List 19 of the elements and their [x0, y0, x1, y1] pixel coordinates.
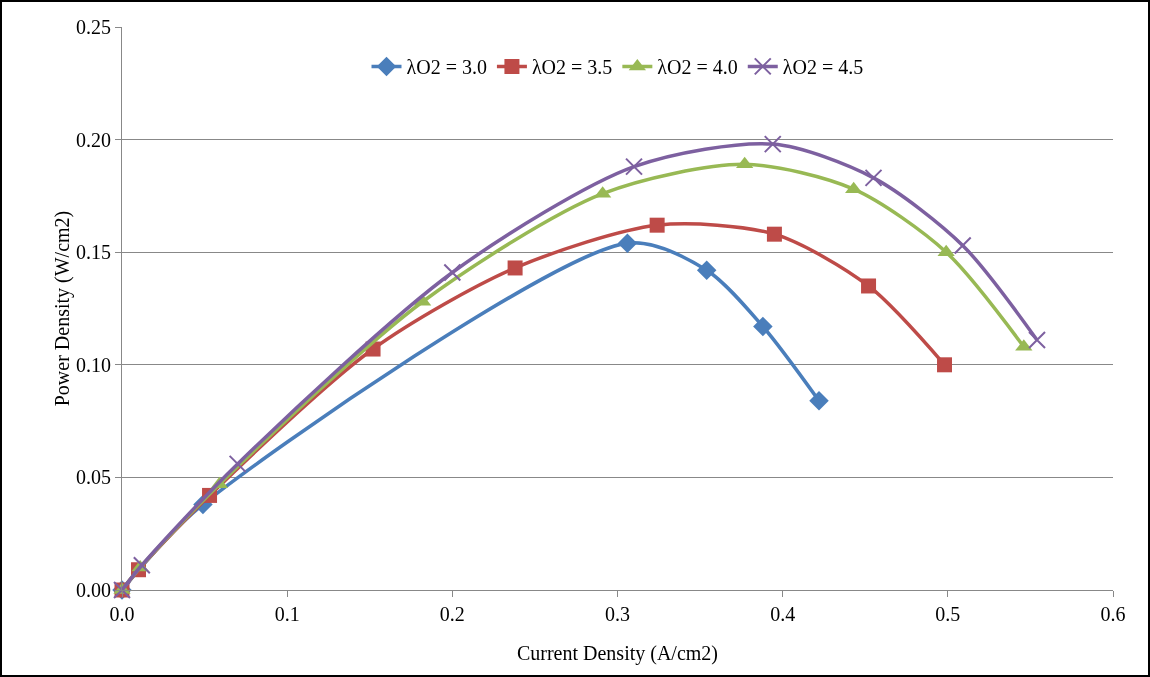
y-tick-label: 0.15	[76, 241, 111, 264]
legend-label: λO2 = 4.0	[657, 56, 738, 79]
x-tick-label: 0.4	[770, 603, 796, 625]
x-tick-label: 0.3	[605, 603, 630, 625]
legend-label: λO2 = 4.5	[782, 56, 864, 79]
y-tick-label: 0.20	[76, 128, 111, 151]
x-axis-title: Current Density (A/cm2)	[516, 642, 719, 665]
x-tick-label: 0.1	[274, 603, 300, 625]
legend-label: λO2 = 3.0	[406, 56, 487, 79]
y-tick-label: 0.10	[76, 353, 111, 376]
y-tick-label: 0.00	[76, 579, 111, 601]
x-tick-label: 0.2	[439, 603, 465, 625]
x-tick-label: 0.6	[1100, 603, 1126, 625]
x-tick-label: 0.0	[109, 603, 135, 625]
y-tick-label: 0.25	[76, 16, 111, 38]
x-tick-label: 0.5	[935, 603, 961, 625]
y-axis-title: Power Density (W/cm2)	[51, 210, 74, 407]
legend-label: λO2 = 3.5	[531, 56, 613, 79]
y-tick-label: 0.05	[76, 466, 111, 489]
